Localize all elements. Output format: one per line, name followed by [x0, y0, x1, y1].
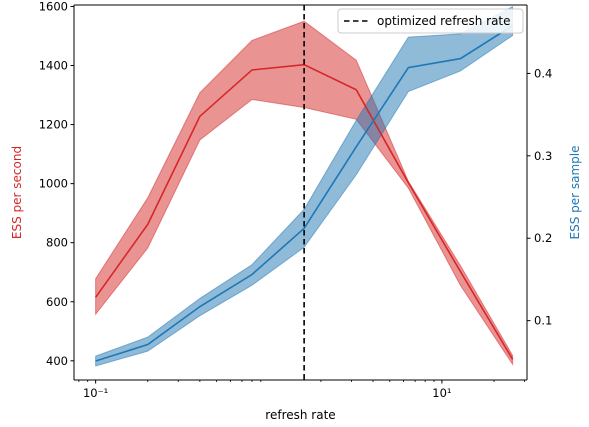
y-right-tick-label: 0.2	[534, 231, 552, 245]
y-axis-right-label: ESS per sample	[568, 145, 582, 239]
confidence-band-right	[95, 5, 514, 367]
y-left-tick-label: 1200	[39, 118, 68, 132]
y-left-tick-label: 600	[46, 295, 68, 309]
y-right-tick-label: 0.3	[534, 149, 552, 163]
legend-label: optimized refresh rate	[377, 14, 511, 28]
series-line-right	[95, 24, 514, 362]
legend: optimized refresh rate	[337, 8, 524, 34]
y-left-tick-label: 1400	[39, 59, 68, 73]
y-left-tick-label: 1000	[39, 177, 68, 191]
y-right-tick-label: 0.1	[534, 314, 552, 328]
x-tick-label: 10⁻¹	[83, 386, 108, 400]
series-line-left	[94, 63, 514, 360]
y-right-tick-label: 0.4	[534, 66, 552, 80]
x-axis-label: refresh rate	[265, 408, 335, 422]
y-left-tick-label: 800	[46, 236, 68, 250]
confidence-band-left	[95, 20, 514, 367]
y-left-tick-label: 400	[46, 354, 68, 368]
x-tick-label: 10¹	[432, 386, 451, 400]
y-left-tick-label: 1600	[39, 0, 68, 13]
legend-box	[337, 8, 524, 34]
y-axis-left-label: ESS per second	[10, 146, 24, 239]
